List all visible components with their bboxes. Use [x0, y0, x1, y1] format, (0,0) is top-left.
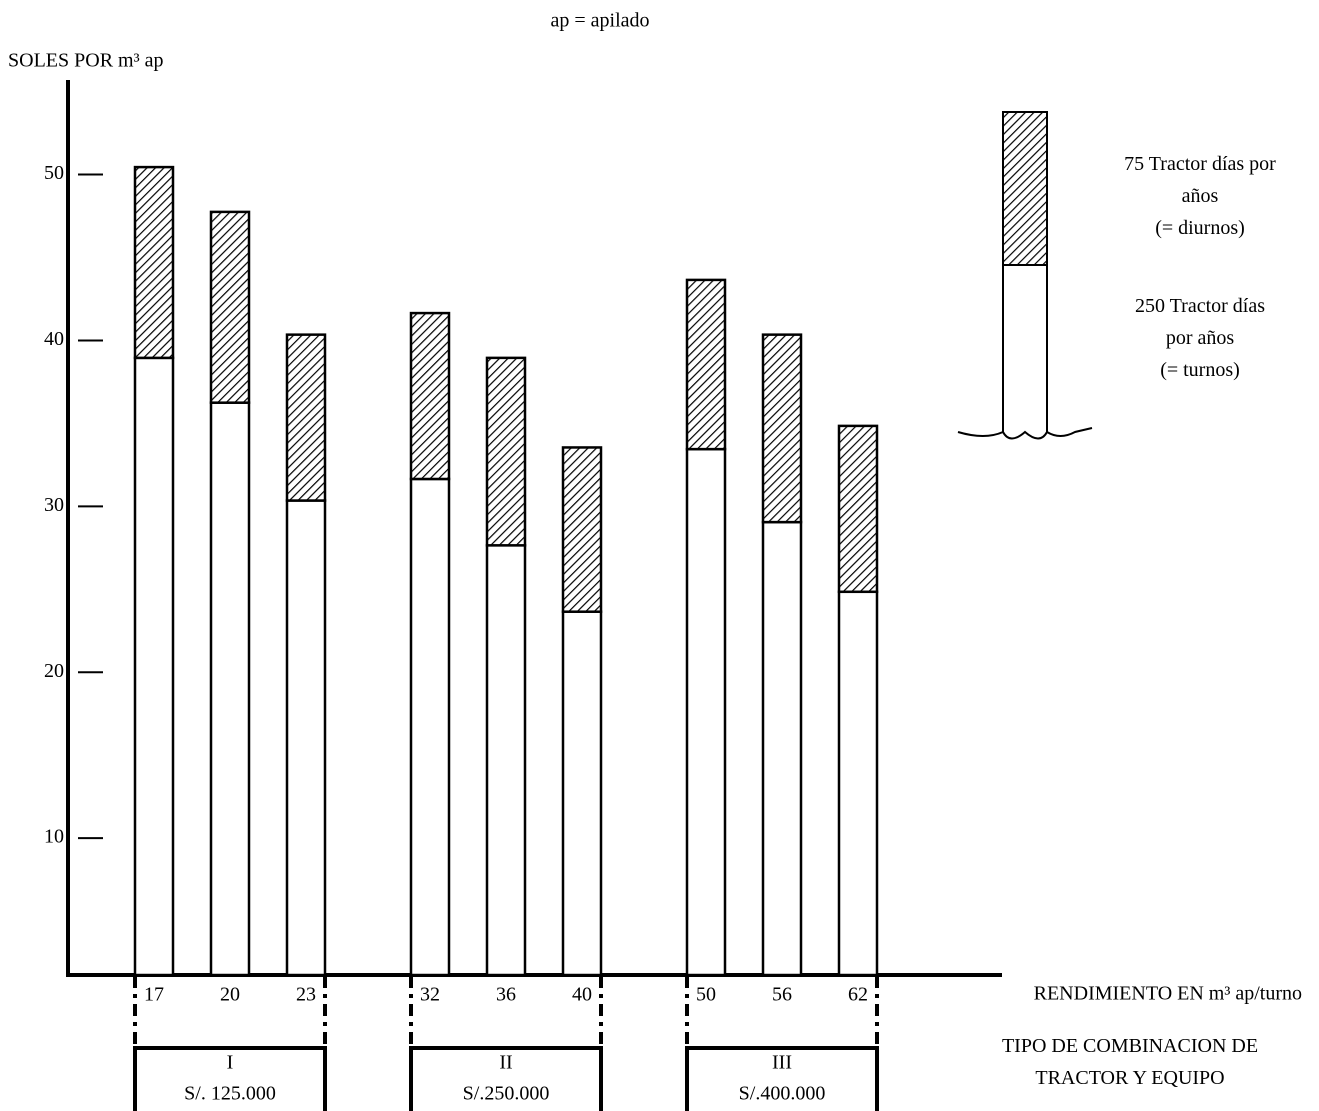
group-label: S/.400.000 — [739, 1083, 826, 1105]
bar-segment — [763, 522, 801, 975]
group-axis-label: TIPO DE COMBINACION DE TRACTOR Y EQUIPO — [950, 1030, 1310, 1094]
y-tick-label: 40 — [44, 328, 64, 350]
group-name: II — [499, 1052, 512, 1074]
bar-segment — [563, 612, 601, 975]
x-tick-label: 50 — [696, 984, 716, 1006]
bar-segment — [487, 545, 525, 975]
bar-segment — [487, 358, 525, 545]
x-tick-label: 36 — [496, 984, 516, 1006]
x-tick-label: 40 — [572, 984, 592, 1006]
y-tick-label: 10 — [44, 826, 64, 848]
bar-segment — [839, 592, 877, 975]
bar-segment — [211, 212, 249, 403]
legend-entry: 75 Tractor días por años (= diurnos) — [1090, 148, 1310, 244]
x-tick-label: 23 — [296, 984, 316, 1006]
bar-segment — [287, 335, 325, 501]
legend-entry: 250 Tractor días por años (= turnos) — [1090, 290, 1310, 386]
group-name: III — [772, 1052, 792, 1074]
bar-segment — [211, 403, 249, 975]
bar-segment — [687, 280, 725, 449]
x-tick-label: 32 — [420, 984, 440, 1006]
y-axis-label: SOLES POR m³ ap — [8, 50, 163, 72]
group-label: S/.250.000 — [463, 1083, 550, 1105]
y-tick-label: 50 — [44, 162, 64, 184]
bar-segment — [763, 335, 801, 522]
x-tick-label: 17 — [144, 984, 164, 1006]
bar-segment — [135, 358, 173, 975]
x-tick-label: 20 — [220, 984, 240, 1006]
legend-key — [958, 112, 1092, 439]
bar-segment — [687, 449, 725, 975]
group-name: I — [227, 1052, 234, 1074]
bar-segment — [411, 479, 449, 975]
x-tick-label: 62 — [848, 984, 868, 1006]
bar-segment — [411, 313, 449, 479]
bar-segment — [839, 426, 877, 592]
x-tick-label: 56 — [772, 984, 792, 1006]
bar-segment — [287, 501, 325, 975]
y-tick-label: 20 — [44, 660, 64, 682]
x-axis-label: RENDIMIENTO EN m³ ap/turno — [1034, 983, 1302, 1005]
chart-title: ap = apilado — [550, 10, 649, 32]
group-label: S/. 125.000 — [184, 1083, 276, 1105]
page: ap = apilado SOLES POR m³ ap RENDIMIENTO… — [0, 0, 1319, 1111]
y-tick-label: 30 — [44, 494, 64, 516]
bar-segment — [135, 167, 173, 358]
bar-segment — [563, 447, 601, 611]
